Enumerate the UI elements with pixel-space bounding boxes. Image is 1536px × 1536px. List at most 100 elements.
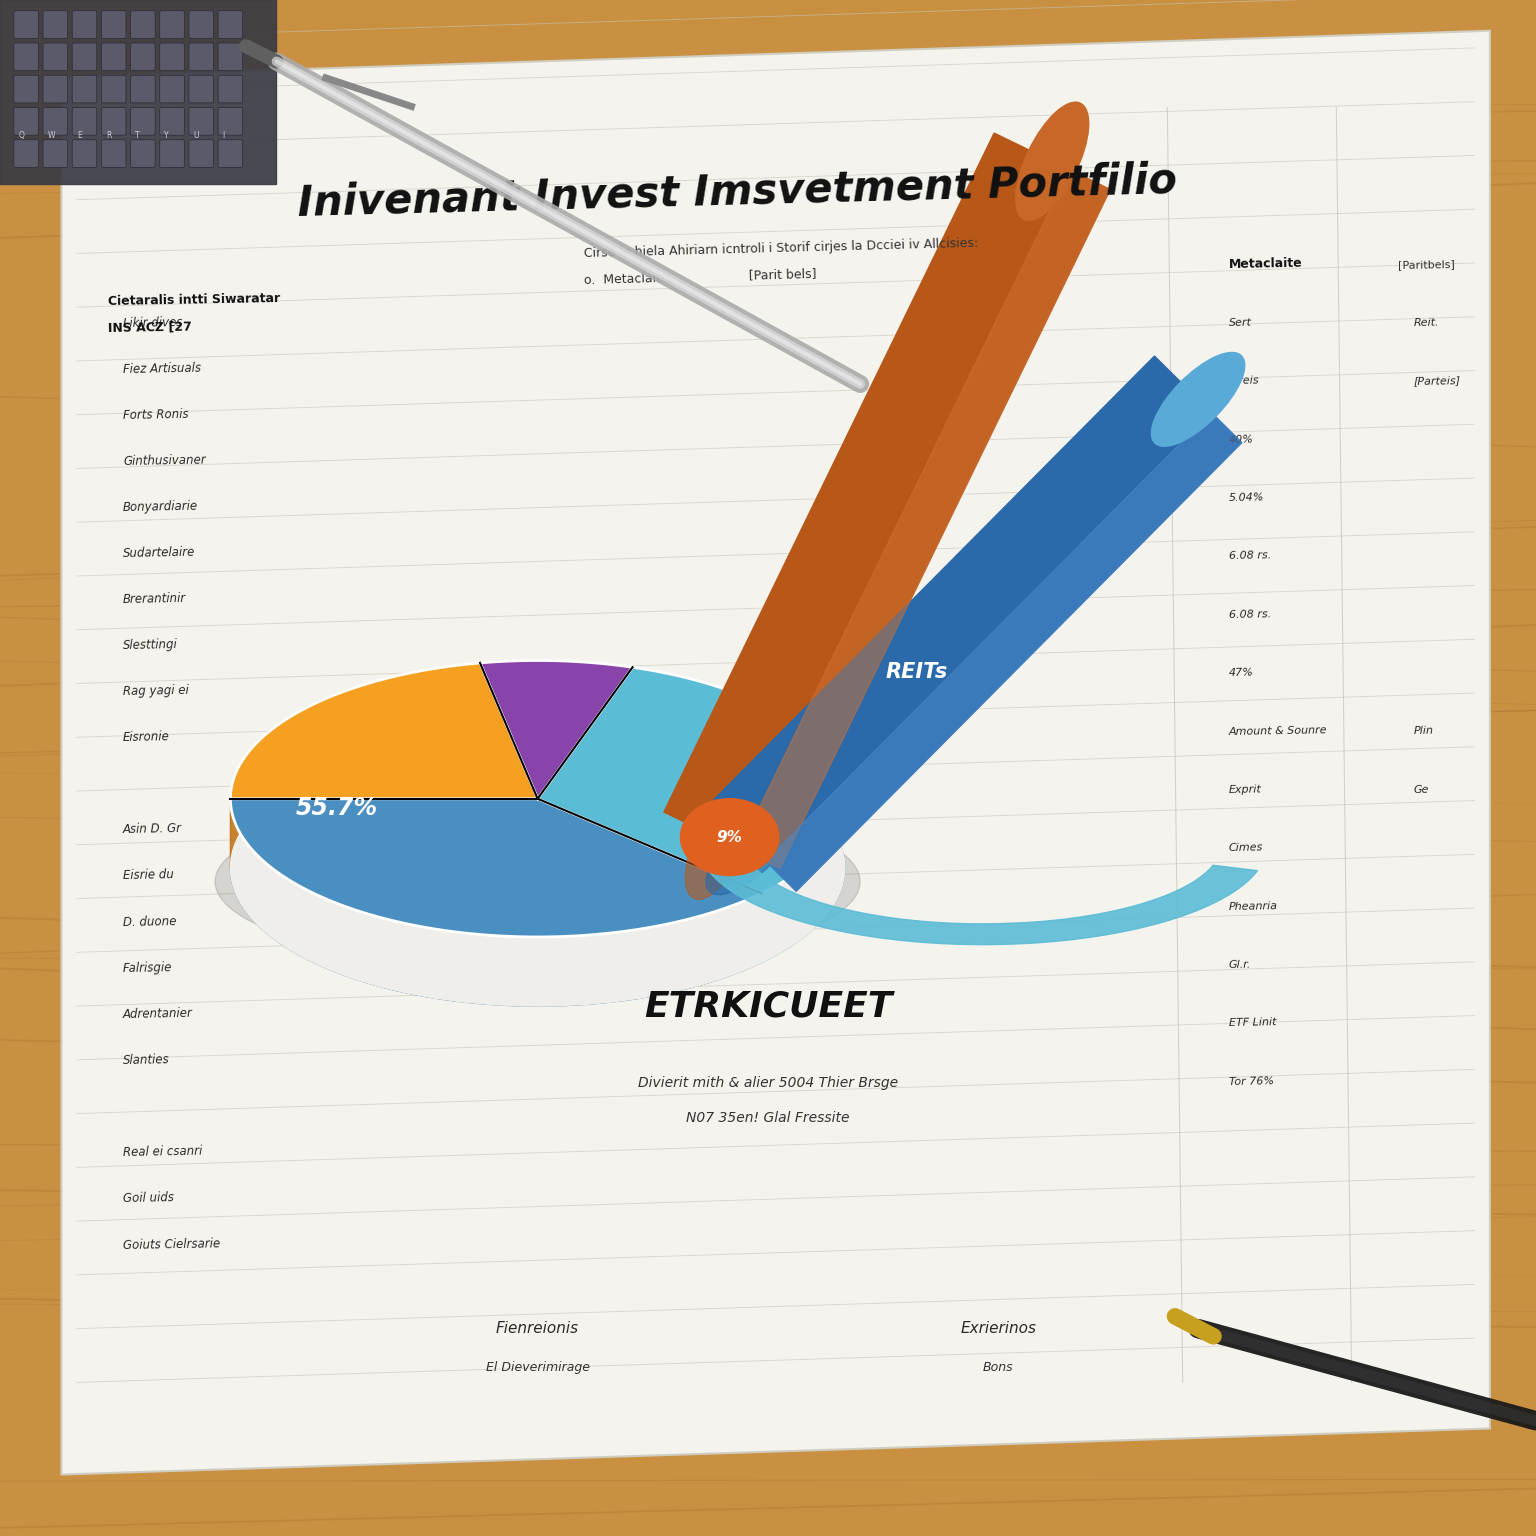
Text: Brerantinir: Brerantinir xyxy=(123,591,186,607)
Text: D. duone: D. duone xyxy=(123,914,177,929)
Text: Cimes: Cimes xyxy=(1229,843,1263,852)
FancyBboxPatch shape xyxy=(43,140,68,167)
Text: Cirse le hiela Ahiriarn icntroli i Storif cirjes la Dcciei iv Allcisies:: Cirse le hiela Ahiriarn icntroli i Stori… xyxy=(584,237,978,261)
FancyBboxPatch shape xyxy=(218,43,243,71)
Text: Bons: Bons xyxy=(983,1361,1014,1373)
Ellipse shape xyxy=(215,794,860,969)
Text: Falrisgie: Falrisgie xyxy=(123,960,172,975)
FancyBboxPatch shape xyxy=(218,11,243,38)
Polygon shape xyxy=(61,31,1490,1475)
FancyBboxPatch shape xyxy=(14,75,38,103)
Text: Adrentanier: Adrentanier xyxy=(123,1006,194,1021)
Ellipse shape xyxy=(707,800,799,895)
Text: Goil uids: Goil uids xyxy=(123,1190,174,1206)
Text: Cietaralis intti Siwaratar: Cietaralis intti Siwaratar xyxy=(108,292,280,307)
Text: Forts Ronis: Forts Ronis xyxy=(123,407,189,422)
FancyBboxPatch shape xyxy=(160,75,184,103)
Text: Real ei csanri: Real ei csanri xyxy=(123,1144,203,1160)
Text: Reit.: Reit. xyxy=(1413,318,1439,327)
Text: Divierit mith & alier 5004 Thier Brsge: Divierit mith & alier 5004 Thier Brsge xyxy=(637,1075,899,1091)
Polygon shape xyxy=(710,356,1241,891)
Text: 40%: 40% xyxy=(1229,435,1253,444)
FancyBboxPatch shape xyxy=(218,75,243,103)
Text: Rag yagi ei: Rag yagi ei xyxy=(123,684,189,699)
FancyBboxPatch shape xyxy=(131,75,155,103)
Polygon shape xyxy=(481,660,633,868)
FancyBboxPatch shape xyxy=(14,108,38,135)
FancyBboxPatch shape xyxy=(101,140,126,167)
Text: Eisrie du: Eisrie du xyxy=(123,868,174,883)
Bar xyxy=(0,0,276,184)
FancyBboxPatch shape xyxy=(131,11,155,38)
FancyBboxPatch shape xyxy=(43,11,68,38)
Text: Inreis: Inreis xyxy=(1229,376,1260,386)
Text: Asin D. Gr: Asin D. Gr xyxy=(123,822,183,837)
Text: W: W xyxy=(48,131,55,140)
FancyBboxPatch shape xyxy=(43,43,68,71)
FancyBboxPatch shape xyxy=(101,11,126,38)
Text: Plin: Plin xyxy=(1413,727,1433,736)
FancyBboxPatch shape xyxy=(131,43,155,71)
FancyBboxPatch shape xyxy=(131,140,155,167)
FancyBboxPatch shape xyxy=(14,11,38,38)
FancyBboxPatch shape xyxy=(101,75,126,103)
Text: Sudartelaire: Sudartelaire xyxy=(123,545,195,561)
Text: 6.08 rs.: 6.08 rs. xyxy=(1229,610,1272,619)
Ellipse shape xyxy=(1015,103,1089,220)
Ellipse shape xyxy=(230,730,845,1006)
Ellipse shape xyxy=(685,782,759,899)
FancyBboxPatch shape xyxy=(72,140,97,167)
Text: o.  Metaclaite                    [Parit bels]: o. Metaclaite [Parit bels] xyxy=(584,267,817,286)
Text: Pheanria: Pheanria xyxy=(1229,900,1278,912)
Text: Gl.r.: Gl.r. xyxy=(1229,960,1252,969)
FancyBboxPatch shape xyxy=(160,140,184,167)
Polygon shape xyxy=(766,412,1241,891)
FancyBboxPatch shape xyxy=(101,43,126,71)
Text: Goiuts Cielrsarie: Goiuts Cielrsarie xyxy=(123,1236,220,1252)
Ellipse shape xyxy=(1152,352,1244,447)
Text: Metaclaite: Metaclaite xyxy=(1229,257,1303,272)
Text: U: U xyxy=(194,131,200,140)
Polygon shape xyxy=(230,664,538,799)
FancyBboxPatch shape xyxy=(160,11,184,38)
FancyBboxPatch shape xyxy=(218,108,243,135)
Ellipse shape xyxy=(680,799,779,876)
Text: Ginthusivaner: Ginthusivaner xyxy=(123,453,206,468)
Text: 47%: 47% xyxy=(1229,668,1253,677)
Text: Likir dives: Likir dives xyxy=(123,315,183,330)
Text: R: R xyxy=(106,131,111,140)
Text: 6.08 rs.: 6.08 rs. xyxy=(1229,551,1272,561)
FancyBboxPatch shape xyxy=(43,75,68,103)
FancyBboxPatch shape xyxy=(189,43,214,71)
Text: Eisronie: Eisronie xyxy=(123,731,170,743)
Text: INS ACZ [27: INS ACZ [27 xyxy=(108,319,192,335)
FancyBboxPatch shape xyxy=(189,140,214,167)
Text: REITs: REITs xyxy=(885,662,948,682)
Text: E: E xyxy=(77,131,81,140)
Text: Sert: Sert xyxy=(1229,318,1252,327)
FancyBboxPatch shape xyxy=(189,108,214,135)
Polygon shape xyxy=(664,134,1111,868)
Text: T: T xyxy=(135,131,140,140)
Text: Amount & Sounre: Amount & Sounre xyxy=(1229,725,1327,737)
Text: Ge: Ge xyxy=(1413,785,1428,794)
FancyBboxPatch shape xyxy=(72,108,97,135)
Text: 9%: 9% xyxy=(717,829,742,845)
FancyBboxPatch shape xyxy=(131,108,155,135)
FancyBboxPatch shape xyxy=(189,75,214,103)
Text: I: I xyxy=(223,131,224,140)
Text: 5.04%: 5.04% xyxy=(1229,493,1264,502)
FancyBboxPatch shape xyxy=(218,140,243,167)
FancyBboxPatch shape xyxy=(160,43,184,71)
Text: Inivenant Invest Imsvetment Portfilio: Inivenant Invest Imsvetment Portfilio xyxy=(296,160,1178,224)
Text: ETF Linit: ETF Linit xyxy=(1229,1017,1276,1029)
FancyBboxPatch shape xyxy=(189,11,214,38)
Polygon shape xyxy=(230,799,762,937)
FancyBboxPatch shape xyxy=(101,108,126,135)
FancyBboxPatch shape xyxy=(43,108,68,135)
Text: [Parteis]: [Parteis] xyxy=(1413,375,1461,387)
Text: ETRKICUEET: ETRKICUEET xyxy=(644,989,892,1023)
Polygon shape xyxy=(538,667,845,963)
Text: 55.7%: 55.7% xyxy=(296,796,378,820)
FancyBboxPatch shape xyxy=(72,11,97,38)
